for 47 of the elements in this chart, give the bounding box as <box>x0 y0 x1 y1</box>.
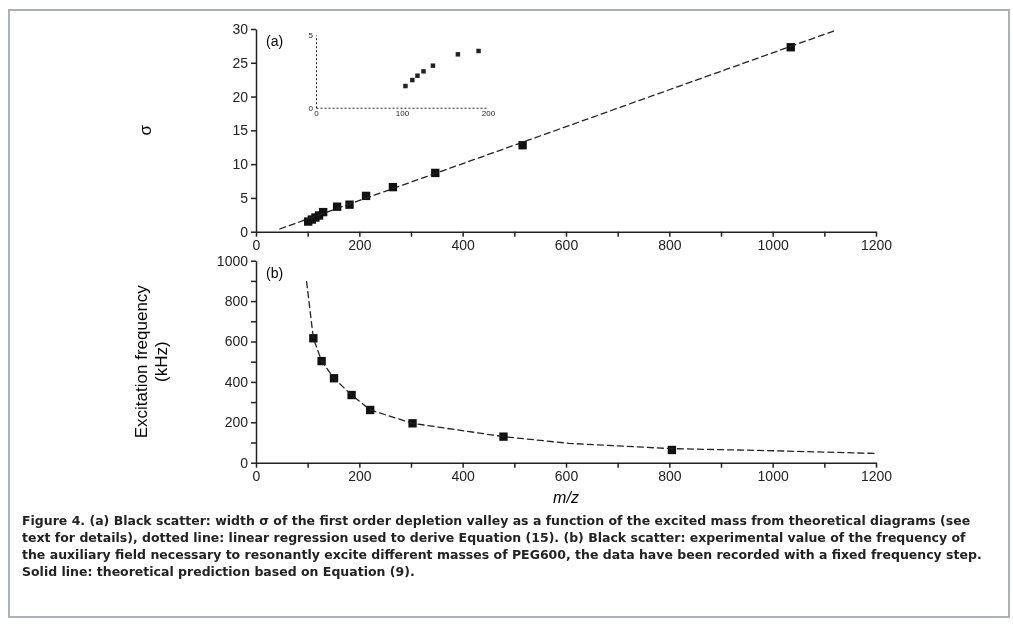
y-tick-label: 800 <box>224 293 249 310</box>
x-tick-label: 100 <box>395 109 410 119</box>
point <box>499 432 508 441</box>
x-tick-label: 200 <box>348 467 372 484</box>
y-tick-label: 15 <box>232 122 249 139</box>
x-tick-label: 1200 <box>860 467 893 484</box>
y-axis-title: Excitation frequency (kHz) <box>132 284 171 439</box>
point <box>410 77 415 83</box>
y-tick-label: 20 <box>232 88 249 105</box>
x-tick-label: 400 <box>451 467 476 484</box>
x-tick-label: 1200 <box>860 236 893 253</box>
y-axis-title: σ <box>136 124 155 136</box>
point <box>421 69 426 74</box>
point <box>518 141 527 150</box>
x-tick-label: 1000 <box>757 236 789 253</box>
y-tick-label: 25 <box>232 54 249 71</box>
y-tick-label: 5 <box>240 189 249 206</box>
x-tick-label: 600 <box>554 236 579 253</box>
point <box>430 63 436 68</box>
x-tick-label: 800 <box>658 236 682 253</box>
x-tick-label: 200 <box>348 236 372 253</box>
x-axis-title: m/z <box>553 488 579 506</box>
y-tick-label: 200 <box>224 414 249 431</box>
line-series <box>305 281 875 455</box>
y-tick-label: 10 <box>232 156 249 173</box>
y-tick-label: 5 <box>308 31 314 41</box>
y-tick-label: 30 <box>232 20 249 37</box>
point <box>415 73 420 78</box>
y-tick-label: 1000 <box>216 252 249 269</box>
x-tick-label: 0 <box>252 236 261 253</box>
point <box>317 356 326 366</box>
caption: Figure 4. (a) Black scatter: width σ of the first order depletion valley as a function of the excited mass from theoretical diagrams (see text for details), dotted line: linear regression used to derive Equation (15). (b) Black scatter: experimental value of the frequency of the auxiliary field necessary to resonantly excite different masses of PEG600, the data have been recorded with a fixed frequency step. Solid line: theoretical prediction based on Equation (9). <box>22 512 983 580</box>
annotation: (b) <box>266 264 284 281</box>
point <box>455 52 461 57</box>
x-tick-label: 400 <box>451 236 476 253</box>
y-tick-label: 600 <box>224 333 249 350</box>
y-tick-label: 0 <box>240 223 249 240</box>
y-tick-label: 400 <box>224 373 249 390</box>
annotation: (a) <box>266 33 284 49</box>
x-tick-label: 800 <box>658 467 682 484</box>
x-tick-label: 0 <box>252 467 261 484</box>
y-tick-label: 0 <box>240 454 249 471</box>
point <box>476 48 481 54</box>
x-tick-label: 200 <box>481 109 496 119</box>
point <box>403 83 408 89</box>
x-tick-label: 600 <box>554 467 579 484</box>
x-tick-label: 1000 <box>757 467 789 484</box>
